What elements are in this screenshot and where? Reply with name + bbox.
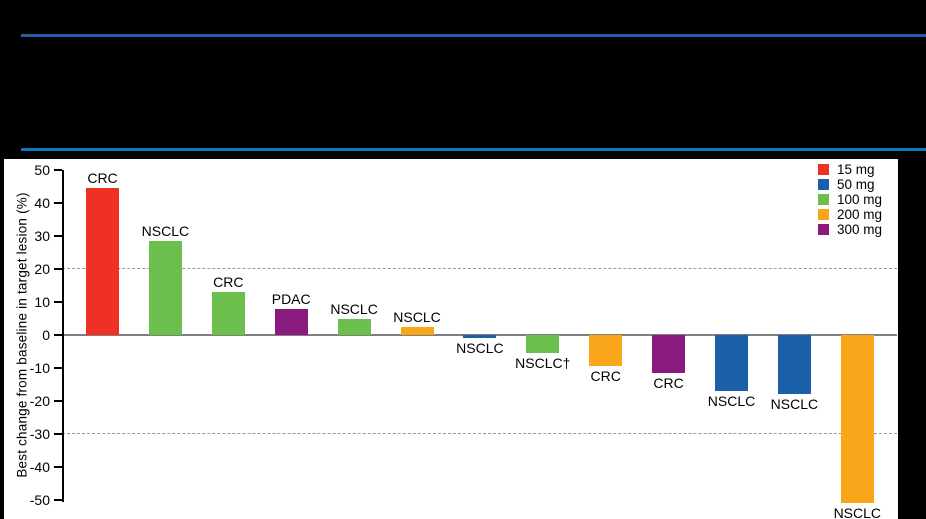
bar-crc-300mg xyxy=(652,335,686,373)
y-axis-tick xyxy=(54,466,62,468)
y-axis-tick xyxy=(54,268,62,270)
legend-label: 50 mg xyxy=(837,177,875,193)
header-top-rule xyxy=(21,34,926,37)
legend-item: 200 mg xyxy=(818,207,883,223)
y-axis-tick-label: 40 xyxy=(34,195,50,211)
bar-label: CRC xyxy=(213,274,244,291)
y-axis-tick-label: -20 xyxy=(29,393,50,409)
y-axis-tick xyxy=(54,499,62,501)
bar-pdac-300mg xyxy=(274,308,308,335)
legend-label: 300 mg xyxy=(837,222,883,238)
bar-nsclc-200mg xyxy=(840,335,874,504)
y-axis-tick-label: -50 xyxy=(29,492,50,508)
legend: 15 mg 50 mg 100 mg 200 mg 300 mg xyxy=(818,162,883,239)
bar-nsclc-100mg xyxy=(526,335,560,354)
bar-nsclc-100mg xyxy=(148,240,182,335)
bar-label: NSCLC xyxy=(770,396,819,413)
legend-item: 50 mg xyxy=(818,177,882,193)
y-axis-tick-label: -30 xyxy=(29,426,50,442)
y-axis-tick-label: 10 xyxy=(34,294,50,310)
legend-label: 200 mg xyxy=(837,207,883,223)
bar-label: NSCLC xyxy=(141,222,190,239)
bar-nsclc-50mg xyxy=(463,335,497,339)
y-axis-tick xyxy=(54,400,62,402)
legend-swatch-icon xyxy=(818,224,829,236)
legend-label: 15 mg xyxy=(837,162,875,178)
bar-label: NSCLC xyxy=(707,393,756,410)
bar-label: CRC xyxy=(87,170,118,187)
header-bottom-rule xyxy=(21,148,926,151)
bar-label: CRC xyxy=(653,374,684,391)
bar-label: NSCLC xyxy=(456,340,504,357)
chart-panel: Best change from baseline in target lesi… xyxy=(4,159,898,519)
bar-nsclc-100mg xyxy=(337,318,371,335)
y-axis-tick xyxy=(54,235,62,237)
bar-nsclc-200mg xyxy=(400,326,434,335)
y-axis-line xyxy=(62,170,64,502)
legend-swatch-icon xyxy=(818,179,829,191)
y-axis-tick-label: 50 xyxy=(34,162,50,178)
y-axis-tick-label: -40 xyxy=(29,459,50,475)
y-axis-tick xyxy=(54,433,62,435)
bar-label: NSCLC† xyxy=(515,355,571,372)
bar-nsclc-50mg xyxy=(777,335,811,395)
y-axis-tick xyxy=(54,301,62,303)
y-axis-tick-label: 0 xyxy=(42,327,50,343)
legend-label: 100 mg xyxy=(837,192,883,208)
reference-gridline xyxy=(62,268,897,269)
legend-swatch-icon xyxy=(818,164,829,176)
bar-crc-100mg xyxy=(211,292,245,335)
y-axis-tick xyxy=(54,334,62,336)
legend-swatch-icon xyxy=(818,209,829,221)
y-axis-tick xyxy=(54,367,62,369)
y-axis-tick xyxy=(54,169,62,171)
y-axis-tick xyxy=(54,202,62,204)
y-axis-tick-label: 30 xyxy=(34,228,50,244)
y-axis-tick-label: -10 xyxy=(29,360,50,376)
legend-item: 300 mg xyxy=(818,222,883,238)
bar-crc-200mg xyxy=(589,335,623,367)
bar-nsclc-50mg xyxy=(715,335,748,392)
legend-item: 100 mg xyxy=(818,192,883,208)
bar-label: NSCLC xyxy=(330,300,378,317)
bar-crc-15mg xyxy=(86,188,119,335)
bar-label: NSCLC xyxy=(833,505,882,519)
legend-item: 15 mg xyxy=(818,162,882,178)
bar-label: CRC xyxy=(590,368,621,385)
legend-swatch-icon xyxy=(818,194,829,206)
bar-label: NSCLC xyxy=(393,308,441,325)
reference-gridline xyxy=(62,433,897,434)
y-axis-tick-label: 20 xyxy=(34,261,50,277)
bar-label: PDAC xyxy=(271,290,311,307)
